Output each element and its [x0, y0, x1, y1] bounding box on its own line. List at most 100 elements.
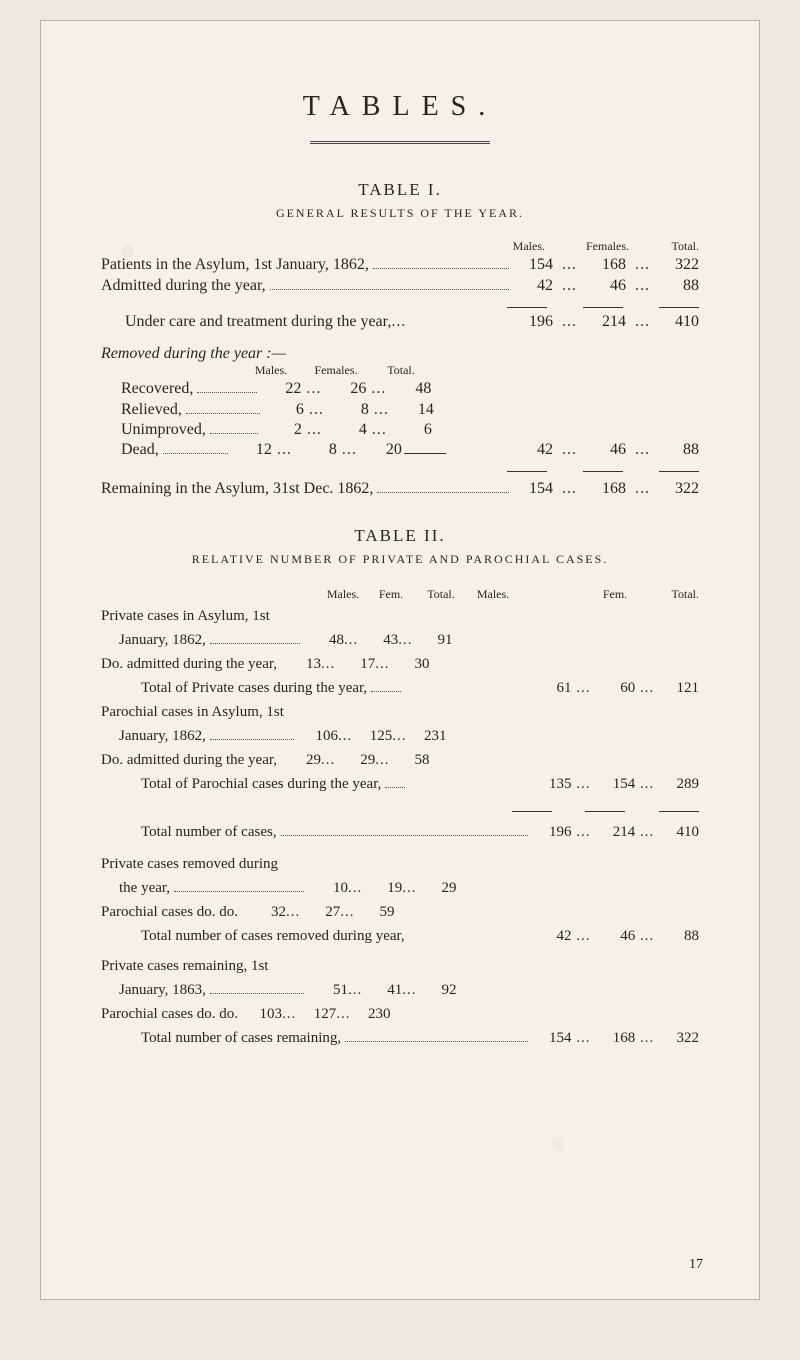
row-label: Total of Private cases during the year, — [141, 676, 367, 700]
table-row: Parochial cases do. do. 32 ... 27 ... 59 — [101, 900, 699, 924]
row-label: Do. admitted during the year, — [101, 748, 277, 772]
bracket-dash — [404, 453, 446, 454]
cell: 29 — [281, 748, 321, 772]
cell: 214 — [595, 820, 635, 844]
group-header: Parochial cases in Asylum, 1st — [101, 700, 699, 724]
label: Private cases in Asylum, 1st — [101, 604, 270, 628]
cell: 29 — [335, 748, 375, 772]
table2-block: Males. Fem. Total. Males. Fem. Total. Pr… — [101, 585, 699, 1050]
group-header: Private cases remaining, 1st — [101, 954, 699, 978]
col: Fem. — [587, 585, 643, 604]
cell: 121 — [659, 676, 699, 700]
cell: 20 — [362, 441, 402, 459]
col-males: Males. — [485, 239, 545, 254]
row-label: Do. admitted during the year, — [101, 652, 277, 676]
cell: 43 — [358, 628, 398, 652]
cell: 8 — [297, 441, 337, 459]
table-row: Patients in the Asylum, 1st January, 186… — [101, 254, 699, 274]
cell: 168 — [586, 256, 626, 274]
cell: 231 — [406, 724, 446, 748]
cell: 27 — [300, 900, 340, 924]
cell: 196 — [532, 820, 572, 844]
cell: 42 — [532, 924, 572, 948]
cell: 60 — [595, 676, 635, 700]
table-row: Total of Private cases during the year, … — [101, 676, 699, 700]
table-row: Under care and treatment during the year… — [101, 313, 699, 331]
label: Private cases removed during — [101, 852, 278, 876]
col: Males. — [467, 585, 519, 604]
cell: 12 — [232, 441, 272, 459]
table2-title: TABLE II. — [91, 526, 709, 546]
subhead: Females. — [301, 363, 371, 378]
removed-heading: Removed during the year :— — [101, 345, 699, 363]
cell: 61 — [532, 676, 572, 700]
row-label: Parochial cases do. do. — [101, 900, 238, 924]
rule-row — [101, 796, 699, 820]
group-header: Private cases removed during — [101, 852, 699, 876]
col: Males. — [319, 585, 367, 604]
col-females: Females. — [545, 239, 629, 254]
cell: 46 — [595, 924, 635, 948]
table-row: January, 1862, 48 ... 43 ... 91 — [101, 628, 699, 652]
row-label: January, 1862, — [119, 724, 206, 748]
cell: 2 — [262, 421, 302, 439]
row-label: Dead, — [121, 441, 159, 459]
table-row: Total number of cases removed during yea… — [101, 924, 699, 948]
col: Total. — [415, 585, 467, 604]
col: Fem. — [367, 585, 415, 604]
table2-headers: Males. Fem. Total. Males. Fem. Total. — [101, 585, 699, 604]
table-row: January, 1863, 51 ... 41 ... 92 — [101, 978, 699, 1002]
table-row: January, 1862, 106 ... 125 ... 231 — [101, 724, 699, 748]
label: Private cases remaining, 1st — [101, 954, 268, 978]
row-label: the year, — [119, 876, 170, 900]
rule-row — [101, 459, 699, 477]
row-label: Admitted during the year, — [101, 277, 266, 295]
cell: 22 — [261, 380, 301, 398]
cell: 88 — [659, 441, 699, 459]
table-row: Do. admitted during the year, 29 ... 29 … — [101, 748, 699, 772]
table1-title: TABLE I. — [91, 180, 709, 200]
cell: 51 — [308, 978, 348, 1002]
cell: 103 — [242, 1002, 282, 1026]
cell: 106 — [298, 724, 338, 748]
cell: 17 — [335, 652, 375, 676]
row-label: Relieved, — [121, 401, 182, 419]
cell: 127 — [296, 1002, 336, 1026]
cell: 14 — [394, 401, 434, 419]
cell: 42 — [513, 441, 553, 459]
row-label: Total of Parochial cases during the year… — [141, 772, 381, 796]
table-row: Total number of cases remaining, 154 ...… — [101, 1026, 699, 1050]
cell: 6 — [264, 401, 304, 419]
cell: 92 — [416, 978, 456, 1002]
rule-row — [101, 295, 699, 313]
cell: 4 — [327, 421, 367, 439]
cell: 10 — [308, 876, 348, 900]
cell: 19 — [362, 876, 402, 900]
cell: 8 — [329, 401, 369, 419]
row-label: January, 1862, — [119, 628, 206, 652]
row-label: Under care and treatment during the year… — [125, 313, 391, 331]
row-label: Parochial cases do. do. — [101, 1002, 238, 1026]
row-label: Patients in the Asylum, 1st January, 186… — [101, 256, 369, 274]
table-row: Recovered, 22 ... 26 ... 48 — [101, 378, 699, 398]
cell: 48 — [304, 628, 344, 652]
group-header: Private cases in Asylum, 1st — [101, 604, 699, 628]
cell: 214 — [586, 313, 626, 331]
cell: 6 — [392, 421, 432, 439]
cell: 41 — [362, 978, 402, 1002]
label: Parochial cases in Asylum, 1st — [101, 700, 284, 724]
table-row: Do. admitted during the year, 13 ... 17 … — [101, 652, 699, 676]
cell: 322 — [659, 256, 699, 274]
cell: 46 — [586, 441, 626, 459]
table-row: the year, 10 ... 19 ... 29 — [101, 876, 699, 900]
table1-block: Males. Females. Total. Patients in the A… — [101, 239, 699, 498]
cell: 58 — [390, 748, 430, 772]
cell: 230 — [351, 1002, 391, 1026]
cell: 154 — [513, 256, 553, 274]
row-label: Total number of cases, — [141, 820, 277, 844]
table-row: Total of Parochial cases during the year… — [101, 772, 699, 796]
row-label: Remaining in the Asylum, 31st Dec. 1862, — [101, 480, 373, 498]
table-row: Remaining in the Asylum, 31st Dec. 1862,… — [101, 477, 699, 497]
page-number: 17 — [689, 1257, 703, 1273]
cell: 88 — [659, 277, 699, 295]
